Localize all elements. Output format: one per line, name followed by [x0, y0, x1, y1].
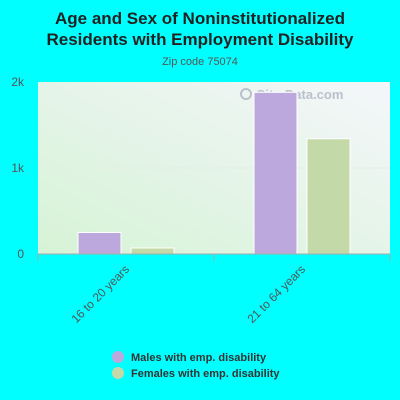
legend-label-females: Females with emp. disability	[131, 368, 280, 380]
bar-series-1-cat-1	[306, 138, 351, 255]
x-label-16-to-20: 16 to 20 years	[68, 262, 132, 326]
legend-swatch-males	[112, 351, 124, 363]
y-axis-ticks: 0 1k 2k	[11, 75, 25, 261]
y-tick-label-2: 2k	[11, 75, 25, 89]
x-label-21-to-64: 21 to 64 years	[244, 262, 308, 326]
legend: Males with emp. disability Females with …	[112, 351, 280, 380]
watermark-icon	[240, 88, 252, 100]
bar-series-0-cat-0	[77, 232, 122, 255]
bars	[77, 91, 351, 255]
chart-subtitle: Zip code 75074	[162, 56, 238, 68]
y-tick-label-1: 1k	[11, 161, 25, 175]
legend-label-males: Males with emp. disability	[131, 352, 267, 364]
chart-title-line-1: Age and Sex of Noninstitutionalized	[55, 9, 345, 28]
bar-series-0-cat-1	[253, 91, 298, 255]
legend-swatch-females	[112, 367, 124, 379]
bar-series-1-cat-0	[130, 247, 175, 255]
y-tick-label-0: 0	[17, 247, 24, 261]
chart-title-line-2: Residents with Employment Disability	[46, 30, 354, 49]
